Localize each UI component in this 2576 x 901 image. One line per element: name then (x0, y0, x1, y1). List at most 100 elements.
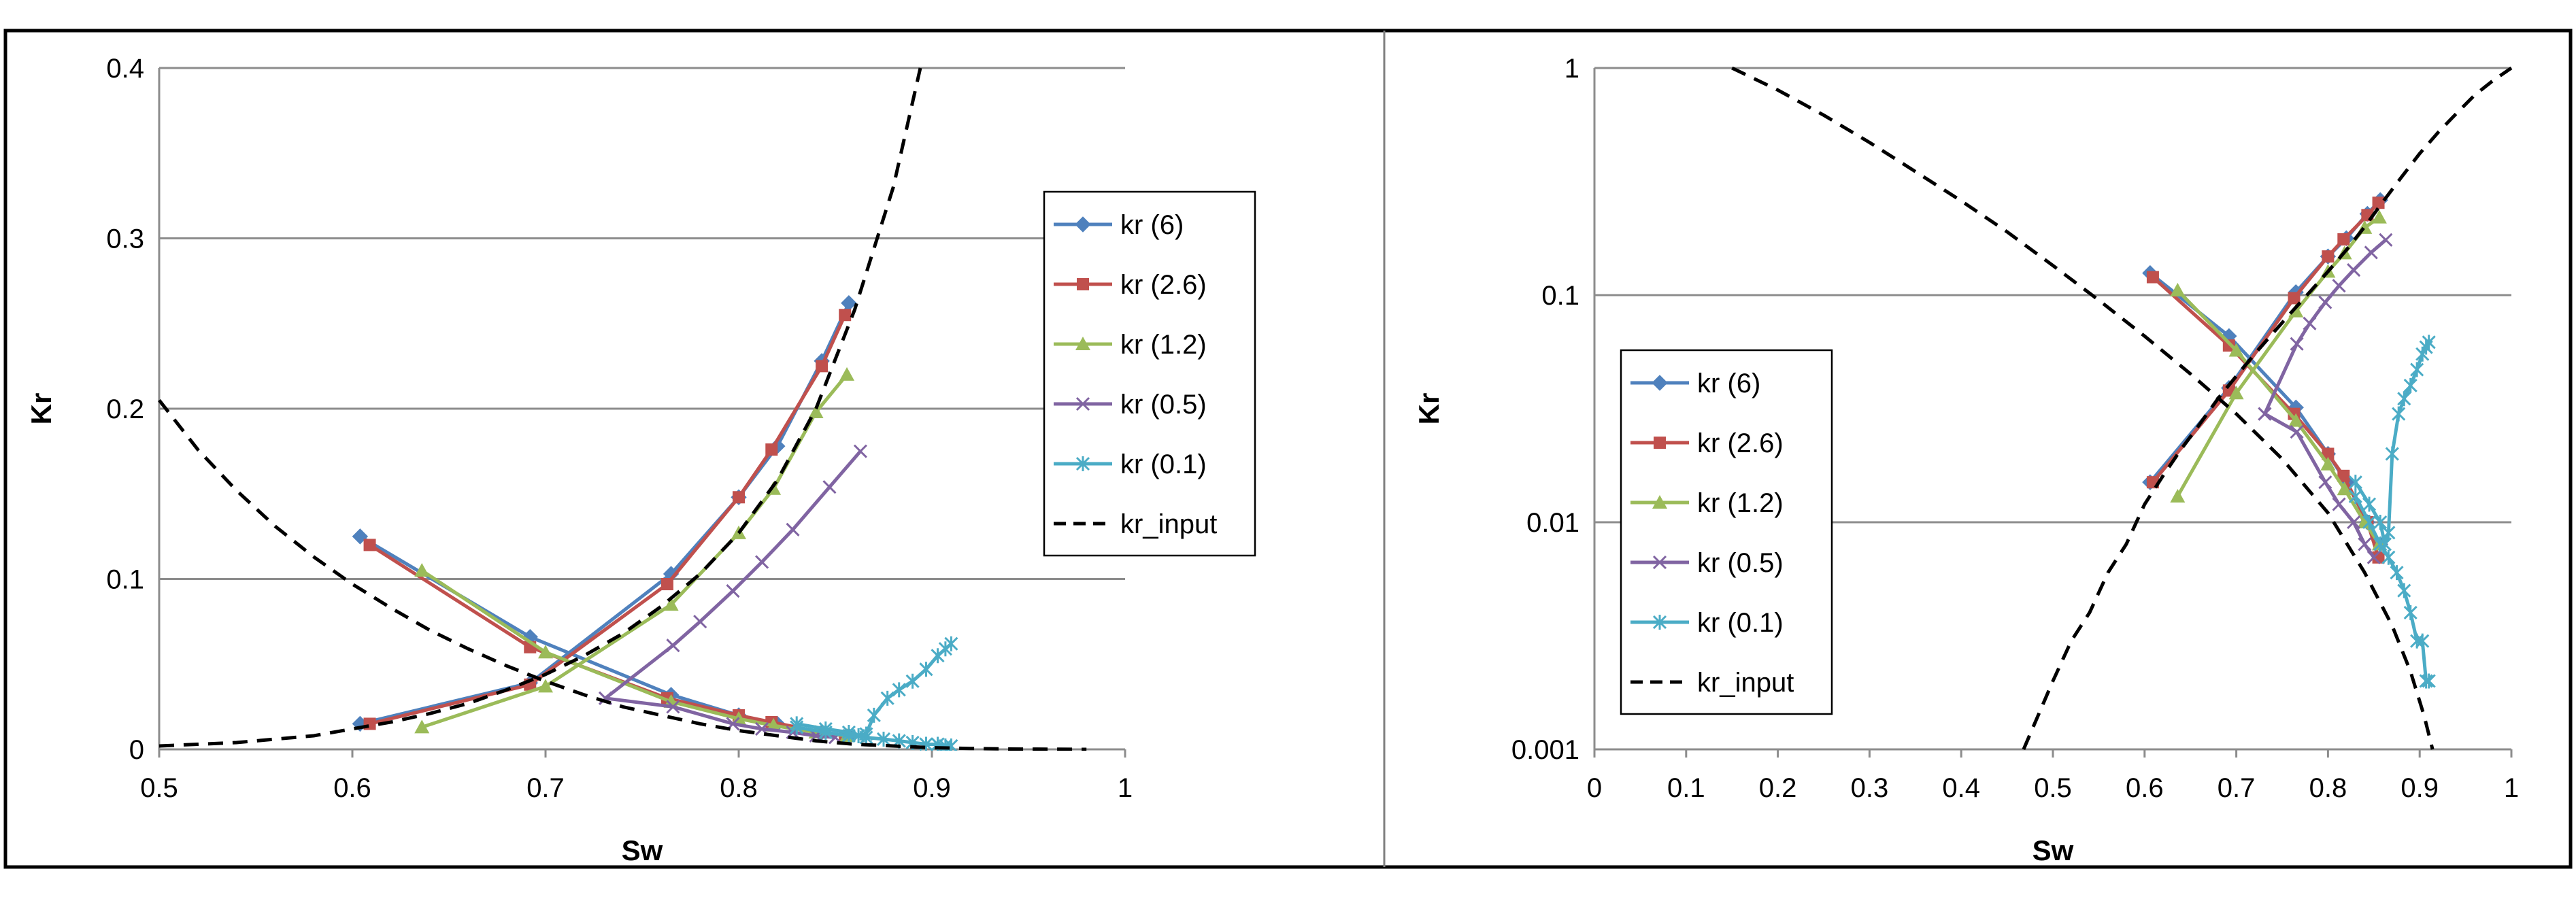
data-point-kr-0-1 (790, 719, 804, 735)
series-line-kr-input (158, 398, 1087, 751)
x-tick-label: 0.9 (2401, 773, 2439, 803)
data-point-kr-1-2 (808, 405, 824, 419)
data-point-kr-0-1 (2381, 525, 2396, 541)
data-point-kr-1-2 (538, 645, 553, 659)
legend-label-kr-6: kr (6) (1697, 369, 1760, 398)
data-point-kr-0-1 (2419, 673, 2433, 689)
data-point-kr-0-1 (876, 731, 891, 747)
legend-label-kr-2-6: kr (2.6) (1697, 428, 1784, 458)
x-tick-label: 0.7 (2218, 773, 2256, 803)
data-point-kr-0-1 (841, 728, 856, 743)
legend-label-kr-1-2: kr (1.2) (1120, 330, 1207, 360)
data-point-kr-1-2 (2337, 481, 2352, 496)
data-point-kr-0-5 (666, 639, 680, 653)
data-point-kr-0-1 (2410, 362, 2424, 377)
x-tick-label: 0.4 (1942, 773, 1980, 803)
data-point-kr-0-1 (2373, 515, 2388, 530)
y-tick-label: 0.001 (1511, 735, 1579, 765)
data-point-kr-0-1 (931, 648, 945, 664)
data-point-kr-0-5 (693, 615, 707, 629)
data-point-kr-0-1 (2381, 549, 2396, 565)
legend-label-kr-0-1: kr (0.1) (1697, 608, 1784, 638)
data-point-kr-0-1 (944, 738, 958, 751)
legend-label-kr-0-1: kr (0.1) (1120, 449, 1207, 479)
data-point-kr-0-5 (2347, 515, 2361, 530)
legend-label-kr-2-6: kr (2.6) (1120, 270, 1207, 300)
data-point-kr-0-5 (2366, 550, 2381, 564)
data-point-kr-1-2 (2170, 488, 2186, 503)
data-point-kr-0-1 (2362, 496, 2377, 512)
x-tick-label: 0.8 (720, 773, 758, 803)
y-tick-label: 0 (129, 735, 144, 765)
series-line-kr-input (158, 67, 922, 748)
legend-label-kr-input: kr_input (1697, 668, 1794, 698)
data-point-kr-0-1 (867, 707, 881, 723)
data-point-kr-0-1 (2422, 673, 2436, 689)
data-point-kr-0-5 (2290, 337, 2304, 351)
legend-label-kr-input: kr_input (1120, 509, 1217, 539)
data-point-kr-0-5 (853, 444, 867, 458)
data-point-kr-0-1 (2373, 537, 2388, 552)
data-point-kr-0-1 (859, 730, 873, 745)
data-point-kr-0-1 (2348, 488, 2362, 504)
data-point-kr-0-1 (919, 662, 933, 677)
data-point-kr-0-5 (2332, 497, 2346, 511)
data-point-kr-0-5 (2379, 233, 2393, 247)
legend-marker-kr-0-5 (1075, 396, 1090, 411)
series-line-kr-6 (359, 302, 851, 726)
legend-box (1043, 190, 1256, 557)
x-axis-label: Sw (622, 834, 663, 866)
x-tick-label: 0.1 (1667, 773, 1705, 803)
legend: kr (6) kr (2.6) kr (1.2) kr (0.5) kr (0.1) kr… (1043, 190, 1256, 557)
y-tick-label: 0.2 (106, 394, 144, 424)
data-point-kr-2-6 (2146, 271, 2159, 284)
data-point-kr-0-1 (2348, 475, 2362, 490)
series-line-kr-input (2022, 67, 2513, 750)
legend-label-kr-6: kr (6) (1120, 210, 1184, 240)
data-point-kr-2-6 (2322, 250, 2335, 263)
data-point-kr-1-2 (2228, 386, 2244, 400)
data-point-kr-2-6 (733, 491, 745, 504)
data-point-kr-0-5 (2358, 537, 2372, 551)
y-tick-label: 0.1 (106, 565, 144, 595)
data-point-kr-2-6 (2337, 469, 2350, 482)
data-point-kr-0-1 (2362, 515, 2377, 530)
data-point-kr-0-5 (2303, 316, 2317, 330)
data-point-kr-2-6 (2288, 292, 2301, 305)
legend-marker-kr-6 (1075, 216, 1091, 233)
series-line-kr-0-5 (604, 449, 862, 700)
x-axis-label: Sw (2033, 834, 2074, 866)
data-point-kr-0-1 (2415, 633, 2430, 649)
series-line-kr-2-6 (369, 314, 847, 726)
x-tick-label: 0.7 (526, 773, 565, 803)
x-tick-label: 0.3 (1851, 773, 1889, 803)
data-point-kr-2-6 (2322, 447, 2335, 460)
series-line-kr-input (1731, 67, 2435, 750)
legend-marker-kr-1-2 (1652, 495, 1667, 509)
data-point-kr-0-1 (2422, 335, 2436, 350)
data-point-kr-0-5 (2364, 245, 2378, 260)
data-point-kr-2-6 (2372, 197, 2385, 209)
data-point-kr-0-1 (2397, 391, 2411, 407)
data-point-kr-0-1 (2390, 565, 2404, 581)
data-point-kr-0-5 (2290, 425, 2304, 439)
log-chart-panel: 0.001 0.01 0.1 1 0 0.1 0.2 0.3 0.4 0.5 0.6 0.7 0.8 0.… (1413, 54, 2519, 866)
y-axis-label: Kr (1413, 393, 1445, 425)
data-point-kr-0-1 (892, 682, 906, 698)
data-point-kr-0-5 (2318, 295, 2332, 309)
data-point-kr-1-2 (663, 597, 679, 611)
y-axis-label: Kr (25, 393, 57, 425)
x-tick-label: 1 (1118, 773, 1133, 803)
data-point-kr-2-6 (2337, 233, 2350, 245)
legend-marker-kr-1-2 (1075, 337, 1090, 350)
data-point-kr-1-2 (414, 719, 430, 734)
data-point-kr-0-1 (2385, 446, 2399, 462)
data-point-kr-2-6 (765, 443, 778, 456)
series-line-kr-6 (2149, 271, 2382, 545)
data-point-kr-0-1 (818, 724, 833, 740)
data-point-kr-0-5 (2332, 279, 2346, 293)
x-tick-label: 0.6 (333, 773, 371, 803)
y-tick-label: 0.01 (1526, 508, 1579, 538)
